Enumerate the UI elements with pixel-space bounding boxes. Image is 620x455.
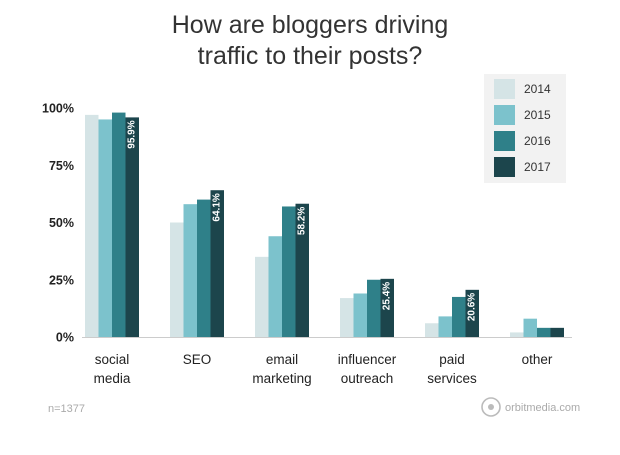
- bar: [510, 332, 524, 337]
- y-tick-label: 0%: [56, 331, 74, 345]
- bar: [255, 256, 269, 337]
- bar: [367, 279, 381, 337]
- legend-swatch: [494, 79, 515, 99]
- source-label: orbitmedia.com: [505, 402, 580, 414]
- bar: [268, 236, 282, 337]
- bar: [550, 327, 564, 337]
- data-label: 20.6%: [467, 293, 478, 321]
- logo-ring-icon: [481, 397, 501, 417]
- bar: [183, 204, 197, 337]
- legend-swatch: [494, 131, 515, 151]
- x-tick-label: marketing: [252, 371, 311, 386]
- x-tick-label: media: [94, 371, 131, 386]
- bar: [425, 323, 439, 337]
- bar: [125, 117, 139, 337]
- bar: [452, 296, 466, 337]
- legend-label: 2016: [524, 134, 551, 148]
- footnote: n=1377: [48, 403, 85, 415]
- bar: [523, 318, 537, 337]
- data-label: 95.9%: [127, 120, 138, 148]
- x-tick-label: social: [95, 352, 130, 367]
- bars: [85, 112, 564, 338]
- data-label: 25.4%: [382, 282, 393, 310]
- x-tick-label: influencer: [338, 352, 397, 367]
- bar: [353, 293, 367, 337]
- x-axis: social media SEO email marketing influencer ou…: [94, 352, 553, 386]
- legend-label: 2017: [524, 160, 551, 174]
- bar: [537, 327, 551, 337]
- x-tick-label: other: [522, 352, 553, 367]
- chart-title: How are bloggers driving traffic to their…: [172, 11, 449, 70]
- y-tick-label: 50%: [49, 216, 74, 230]
- x-tick-label: SEO: [183, 352, 212, 367]
- y-tick-label: 25%: [49, 273, 74, 287]
- bar: [112, 112, 126, 337]
- x-tick-label: paid: [439, 352, 465, 367]
- x-tick-label: outreach: [341, 371, 394, 386]
- bar: [295, 203, 309, 337]
- data-label: 58.2%: [297, 207, 308, 235]
- bar: [98, 119, 112, 337]
- bar: [340, 298, 354, 337]
- y-tick-label: 100%: [42, 102, 74, 116]
- legend-label: 2015: [524, 108, 551, 122]
- footer: n=1377 orbitmedia.com: [48, 397, 580, 417]
- y-axis: 0% 25% 50% 75% 100%: [42, 102, 572, 345]
- bar: [170, 222, 184, 337]
- legend: 2014 2015 2016 2017: [484, 74, 566, 183]
- logo-dot-icon: [488, 404, 494, 410]
- bar: [210, 190, 224, 337]
- bar: [197, 199, 211, 337]
- legend-label: 2014: [524, 82, 551, 96]
- legend-swatch: [494, 105, 515, 125]
- bar: [438, 316, 452, 337]
- x-tick-label: services: [427, 371, 477, 386]
- title-line: traffic to their posts?: [198, 42, 423, 70]
- title-line: How are bloggers driving: [172, 11, 449, 39]
- x-tick-label: email: [266, 352, 298, 367]
- bar: [380, 278, 394, 337]
- legend-swatch: [494, 157, 515, 177]
- bar: [282, 206, 296, 337]
- bar: [85, 114, 99, 338]
- y-tick-label: 75%: [49, 159, 74, 173]
- data-label: 64.1%: [212, 193, 223, 221]
- bar: [465, 289, 479, 337]
- data-labels: 95.9% 64.1% 58.2% 25.4% 20.6%: [127, 120, 478, 321]
